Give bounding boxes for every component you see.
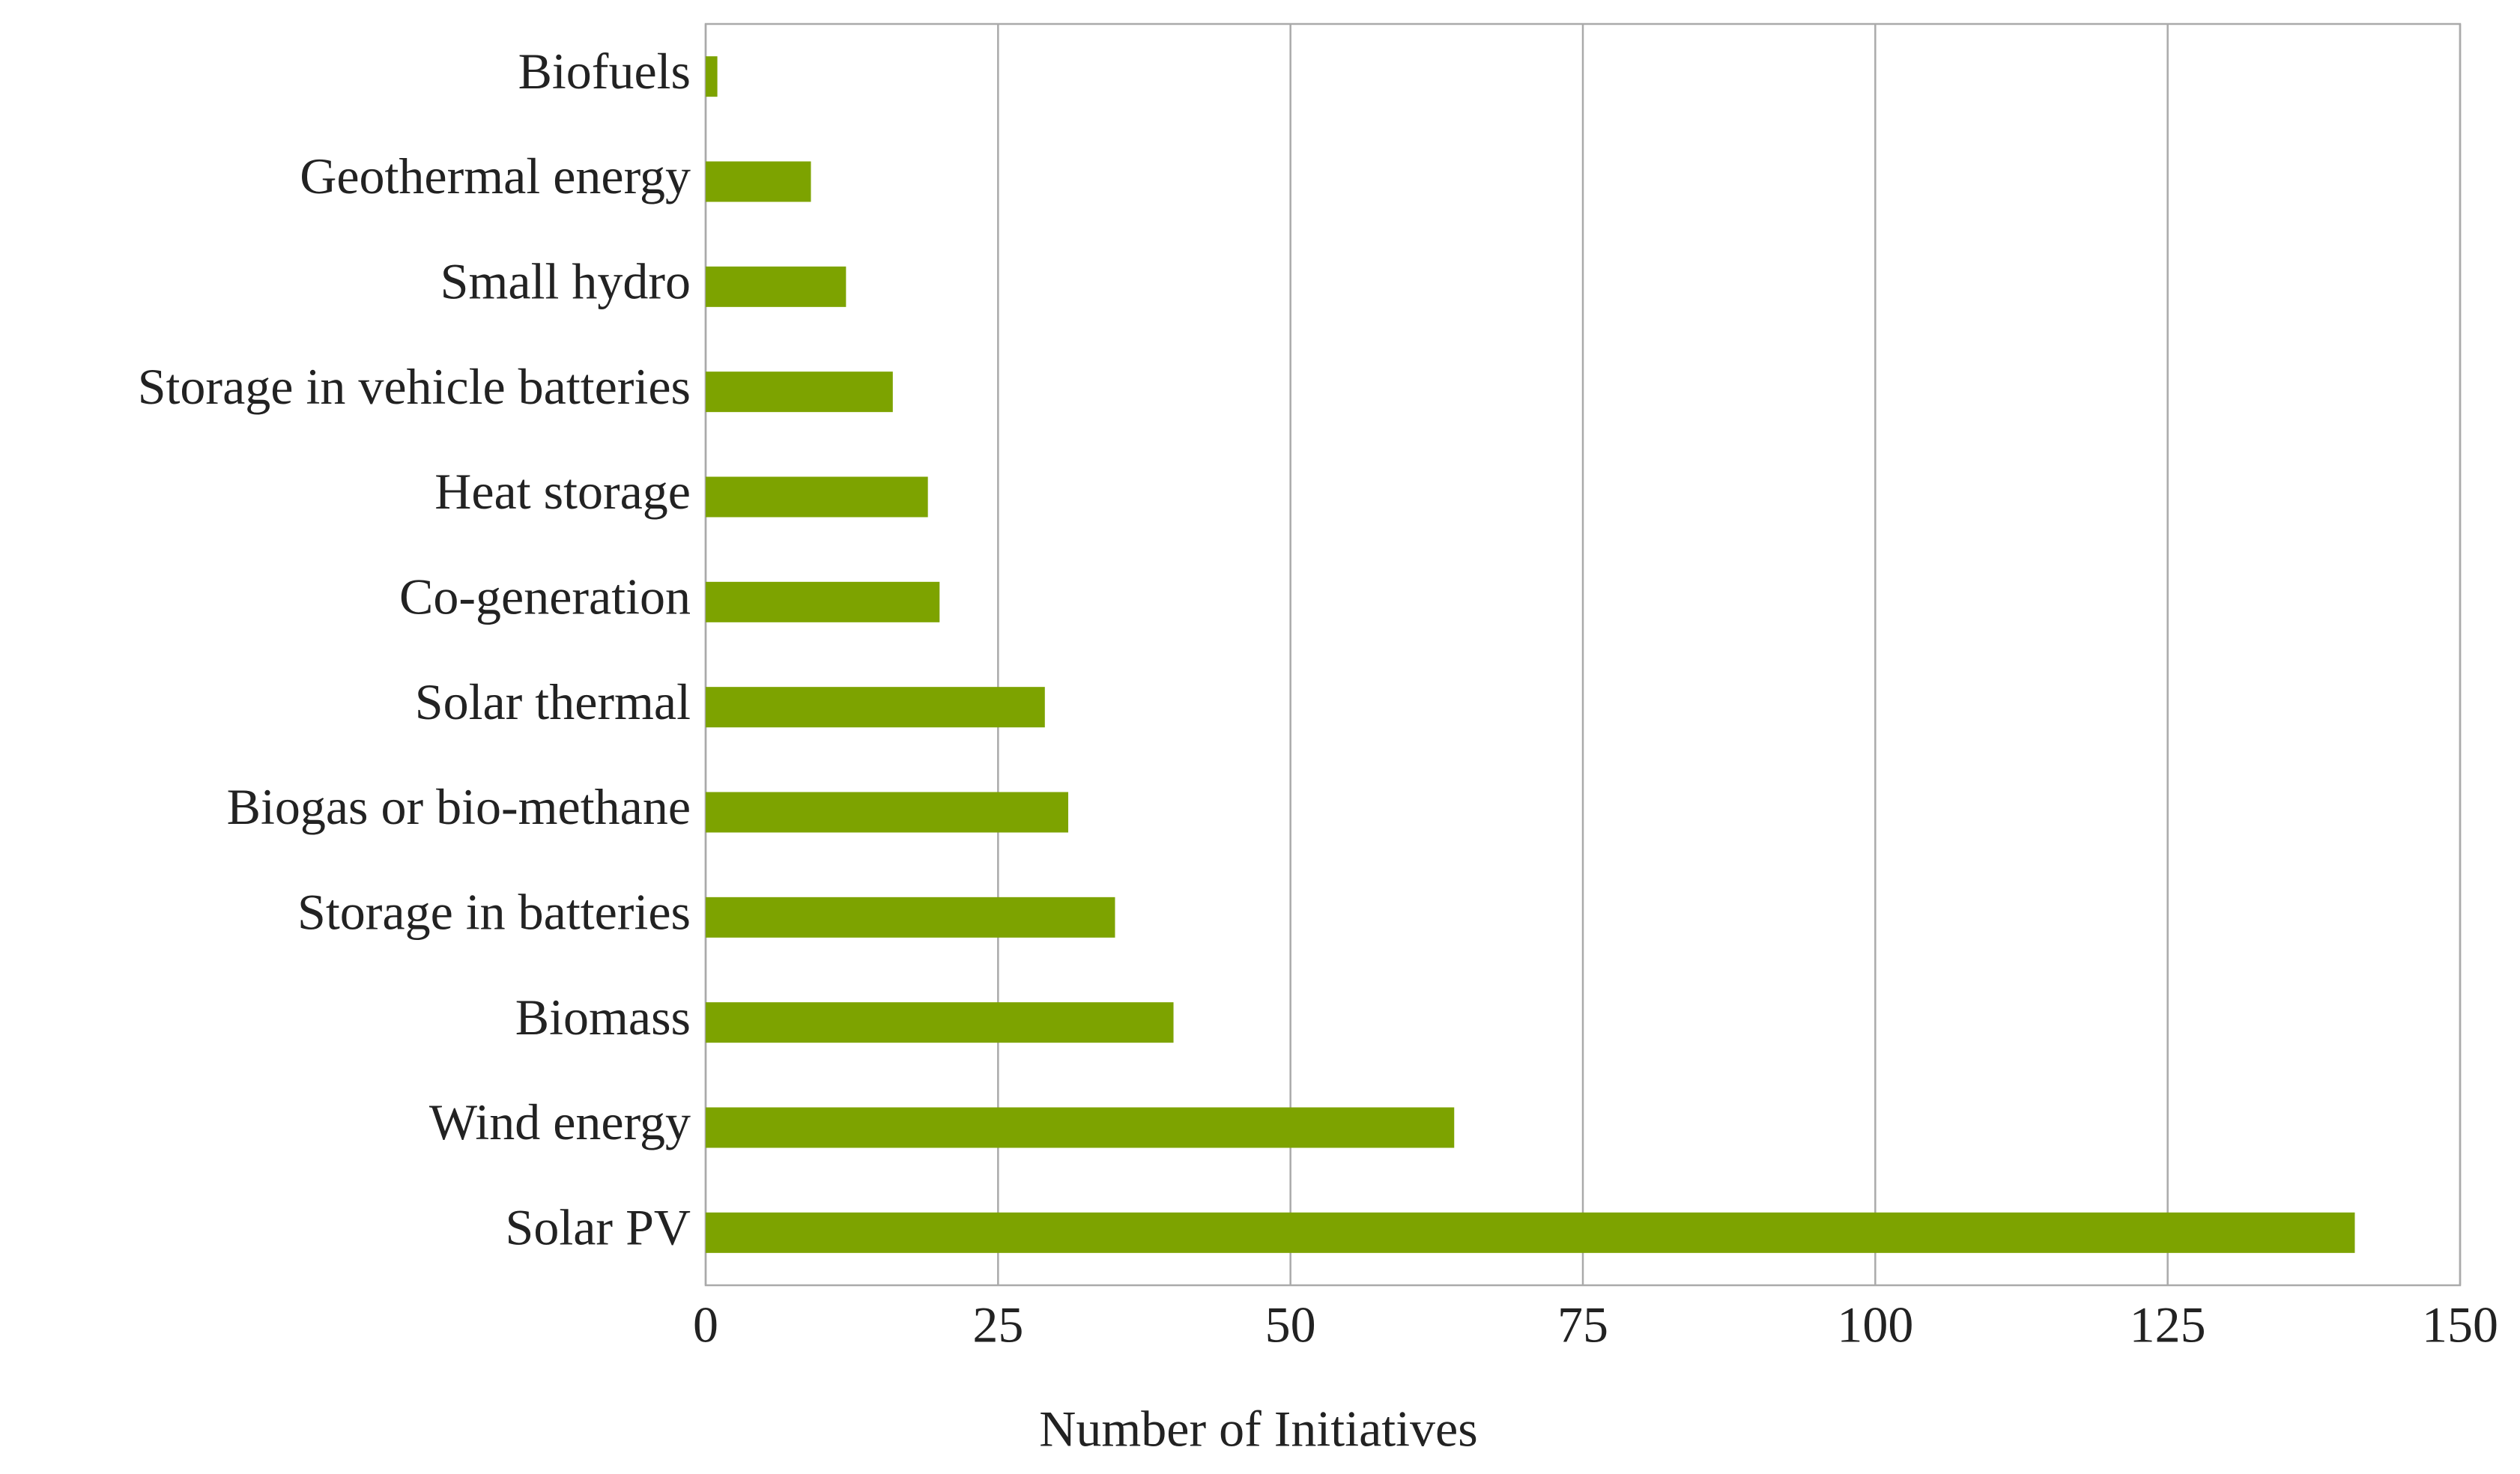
bar [706,1002,1174,1043]
x-tick-label: 125 [2130,1296,2206,1353]
bar [706,56,718,97]
x-tick-label: 25 [972,1296,1023,1353]
y-tick-label: Biomass [515,989,691,1046]
x-tick-label: 50 [1265,1296,1316,1353]
x-axis-label: Number of Initiatives [1039,1401,1477,1458]
bar [706,792,1069,833]
x-tick-label: 100 [1837,1296,1913,1353]
y-tick-label: Solar PV [506,1198,691,1255]
y-tick-label: Solar thermal [415,673,691,730]
bar [706,1107,1455,1148]
y-tick-label: Biogas or bio-methane [227,778,691,835]
x-tick-label: 150 [2422,1296,2498,1353]
y-tick-label: Storage in vehicle batteries [138,358,691,415]
y-tick-label: Heat storage [434,463,691,520]
bar [706,581,940,622]
y-tick-label: Small hydro [440,252,691,309]
bar [706,476,928,518]
bar [706,897,1115,938]
y-tick-label: Wind energy [429,1094,691,1150]
y-tick-label: Co-generation [399,568,691,625]
bar [706,687,1045,728]
bar [706,266,846,307]
plot-frame [704,22,2462,1287]
x-tick-label: 0 [693,1296,718,1353]
bar [706,161,811,202]
bar [706,1212,2355,1253]
y-tick-label: Geothermal energy [300,148,691,204]
bar [706,371,893,413]
y-tick-label: Biofuels [518,43,691,100]
x-tick-label: 75 [1557,1296,1608,1353]
y-tick-label: Storage in batteries [297,883,691,940]
